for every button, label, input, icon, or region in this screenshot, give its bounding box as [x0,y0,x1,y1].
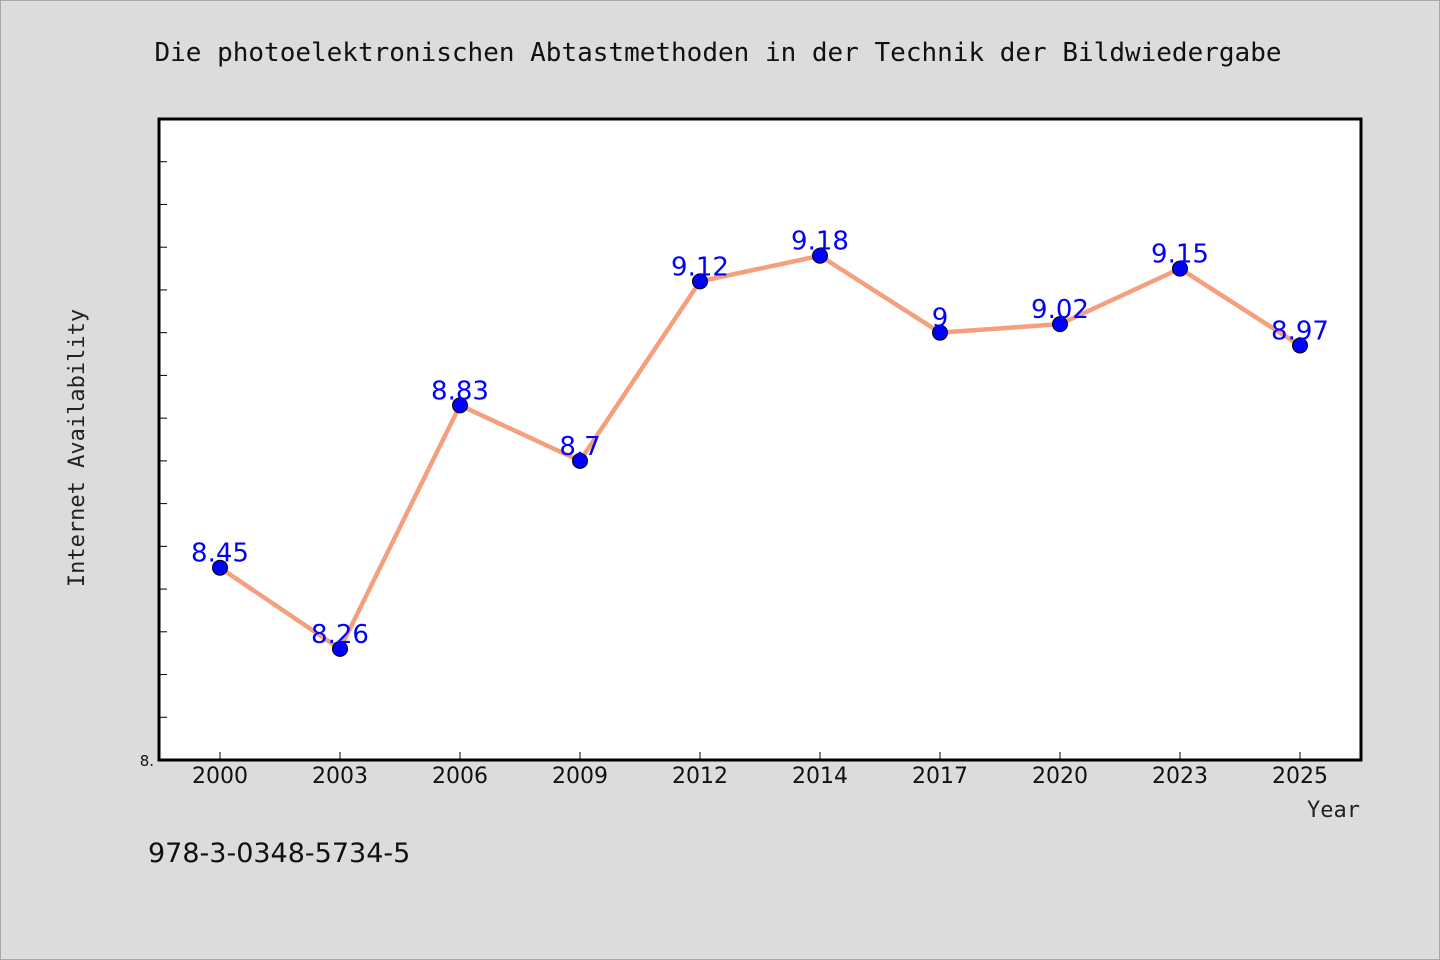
isbn-text: 978-3-0348-5734-5 [148,838,410,869]
x-tick-label: 2020 [1032,764,1088,789]
chart-title: Die photoelektronischen Abtastmethoden i… [154,38,1281,68]
x-tick-label: 2017 [912,764,968,789]
data-label: 9.02 [1031,295,1089,325]
data-label: 9 [932,304,949,334]
x-tick-label: 2025 [1272,764,1328,789]
data-point [1292,337,1308,354]
x-axis-tick-labels: 2000 2003 2006 2009 2012 2014 2017 2020 2023 2025 [192,764,1328,789]
data-point [692,273,708,290]
data-label: 8.45 [191,539,249,569]
plot-area [157,117,1363,762]
x-axis-ticks [219,752,1301,760]
data-label: 8.7 [559,432,600,462]
data-point [1172,260,1188,277]
data-label: 8.26 [311,620,369,650]
y-tick-label-min: 8. [140,752,154,770]
x-tick-label: 2003 [312,764,368,789]
data-label: 9.12 [671,252,729,282]
data-point [332,640,348,657]
data-point [212,559,228,576]
data-label: 8.97 [1271,316,1329,346]
x-tick-label: 2023 [1152,764,1208,789]
data-point [1052,316,1068,333]
x-tick-label: 2012 [672,764,728,789]
x-axis-label: Year [1307,798,1360,823]
y-axis-label: Internet Availability [65,309,90,587]
data-point [812,247,828,264]
data-point [932,324,948,341]
data-label: 9.15 [1151,240,1209,270]
x-tick-label: 2014 [792,764,848,789]
data-point [452,397,468,414]
x-tick-label: 2009 [552,764,608,789]
x-tick-label: 2006 [432,764,488,789]
x-tick-label: 2000 [192,764,248,789]
y-axis-ticks [159,161,167,718]
series-line [217,253,1303,652]
data-label: 8.83 [431,376,489,406]
series-layer: 8.45 8.26 8.83 8.7 9.12 9.18 9 9.02 9.15 8.97 [191,227,1329,657]
data-point [572,452,588,469]
data-label: 9.18 [791,227,849,257]
